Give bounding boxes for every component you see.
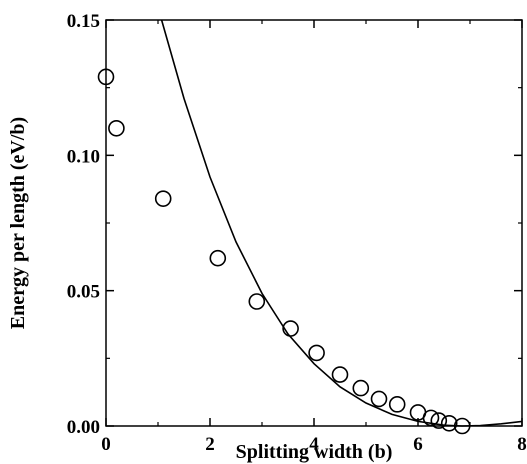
data-point [422,409,440,427]
data-point [154,190,172,207]
tick-labels: 0 2 4 6 8 0.00 0.05 0.10 0.15 [67,11,527,455]
plot-frame [105,19,523,427]
data-point [370,390,388,408]
data-point [453,417,471,435]
data-point [388,396,406,413]
data-points-layer [97,68,471,435]
x-tick-label: 4 [309,434,319,455]
data-point [331,366,349,383]
y-tick-label: 0.00 [67,417,100,438]
data-point [440,414,458,432]
data-point [97,68,115,86]
y-axis-title: Energy per length (eV/b) [7,117,29,329]
x-axis-title: Splitting width (b) [236,441,393,463]
data-point [209,249,227,267]
model-curve-layer [160,19,523,427]
x-tick-label: 8 [517,434,527,455]
x-tick-label: 6 [413,434,423,455]
x-tick-label: 2 [205,434,215,455]
data-point [108,119,125,137]
y-tick-label: 0.10 [67,146,100,167]
x-tick-label: 0 [101,434,111,455]
model-curve [160,19,523,427]
ticks [105,19,523,427]
data-point [248,293,266,310]
y-tick-label: 0.15 [67,11,100,32]
data-point [282,320,299,337]
data-point [430,412,448,429]
y-tick-label: 0.05 [67,282,100,303]
data-point [308,344,325,362]
data-point [352,379,370,397]
